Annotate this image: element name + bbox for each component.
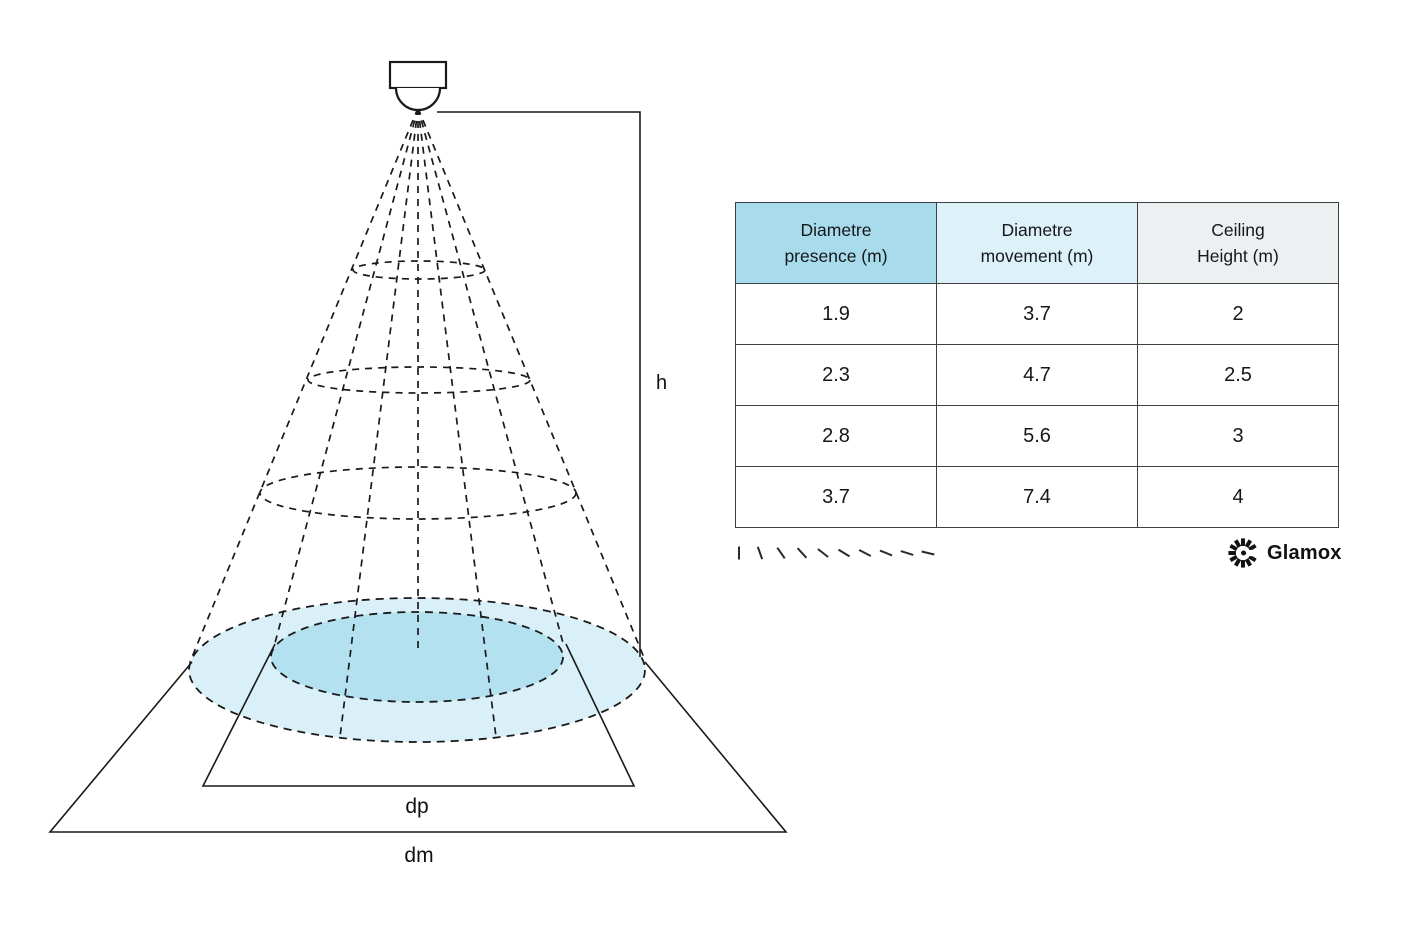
dash-mark [921, 550, 935, 556]
table-row: 2.8 5.6 3 [735, 405, 1339, 467]
cell-ceiling-height: 4 [1137, 466, 1339, 528]
table-row: 3.7 7.4 4 [735, 466, 1339, 528]
height-label: h [656, 372, 667, 394]
dash-mark [858, 549, 872, 557]
ceiling-sensor-icon [388, 60, 448, 112]
cell-diametre-presence: 2.8 [735, 405, 937, 467]
height-dimension-line [437, 111, 641, 657]
col-header-ceiling-height: Ceiling Height (m) [1137, 202, 1339, 284]
cell-diametre-movement: 5.6 [936, 405, 1138, 467]
cone-cross-sections [259, 260, 577, 520]
cell-diametre-presence: 2.3 [735, 344, 937, 406]
cell-diametre-presence: 3.7 [735, 466, 937, 528]
cross-section-ellipse [259, 466, 577, 520]
presence-area-ellipse [270, 611, 564, 703]
dp-label: dp [405, 795, 428, 818]
cell-ceiling-height: 2 [1137, 283, 1339, 345]
cell-diametre-movement: 3.7 [936, 283, 1138, 345]
table-header-row: Diametre presence (m) Diametre movement … [735, 202, 1339, 284]
table-row: 2.3 4.7 2.5 [735, 344, 1339, 406]
cone-ray [274, 107, 419, 644]
dashed-arc-decoration [738, 546, 935, 560]
header-text: presence (m) [784, 246, 888, 266]
dash-mark [756, 546, 764, 560]
col-header-diametre-presence: Diametre presence (m) [735, 202, 937, 284]
glamox-logo: Glamox [1227, 536, 1342, 570]
header-text: Height (m) [1197, 246, 1279, 266]
cell-ceiling-height: 3 [1137, 405, 1339, 467]
col-header-diametre-movement: Diametre movement (m) [936, 202, 1138, 284]
sensor-body [388, 60, 448, 90]
dash-mark [796, 547, 808, 559]
cone-ray [417, 107, 564, 644]
header-text: movement (m) [980, 246, 1094, 266]
glamox-wordmark: Glamox [1267, 541, 1342, 564]
dash-mark [817, 548, 829, 558]
cone-ray [417, 107, 646, 661]
presence-floor-outline [201, 643, 636, 787]
header-text: Diametre [800, 219, 872, 240]
table-row: 1.9 3.7 2 [735, 283, 1339, 345]
floor-projections [48, 643, 788, 833]
header-text: Diametre [1001, 219, 1073, 240]
cross-section-ellipse [307, 366, 531, 394]
cone-ray [417, 107, 497, 738]
movement-floor-outline [48, 661, 788, 833]
dash-mark [837, 548, 851, 558]
dash-mark [776, 547, 786, 559]
dash-mark [900, 550, 914, 556]
cone-ray [339, 107, 419, 738]
sunburst-icon [1228, 538, 1259, 568]
cell-ceiling-height: 2.5 [1137, 344, 1339, 406]
header-text: Ceiling [1211, 219, 1265, 240]
detection-cone-rays [189, 107, 646, 738]
dm-label: dm [404, 844, 433, 867]
cell-diametre-movement: 4.7 [936, 344, 1138, 406]
cell-diametre-presence: 1.9 [735, 283, 937, 345]
cell-diametre-movement: 7.4 [936, 466, 1138, 528]
dash-mark [879, 549, 893, 557]
cone-ray [189, 107, 419, 663]
sensor-dome [394, 87, 442, 112]
detection-diameter-table: Diametre presence (m) Diametre movement … [735, 202, 1339, 528]
cross-section-ellipse [352, 260, 486, 280]
